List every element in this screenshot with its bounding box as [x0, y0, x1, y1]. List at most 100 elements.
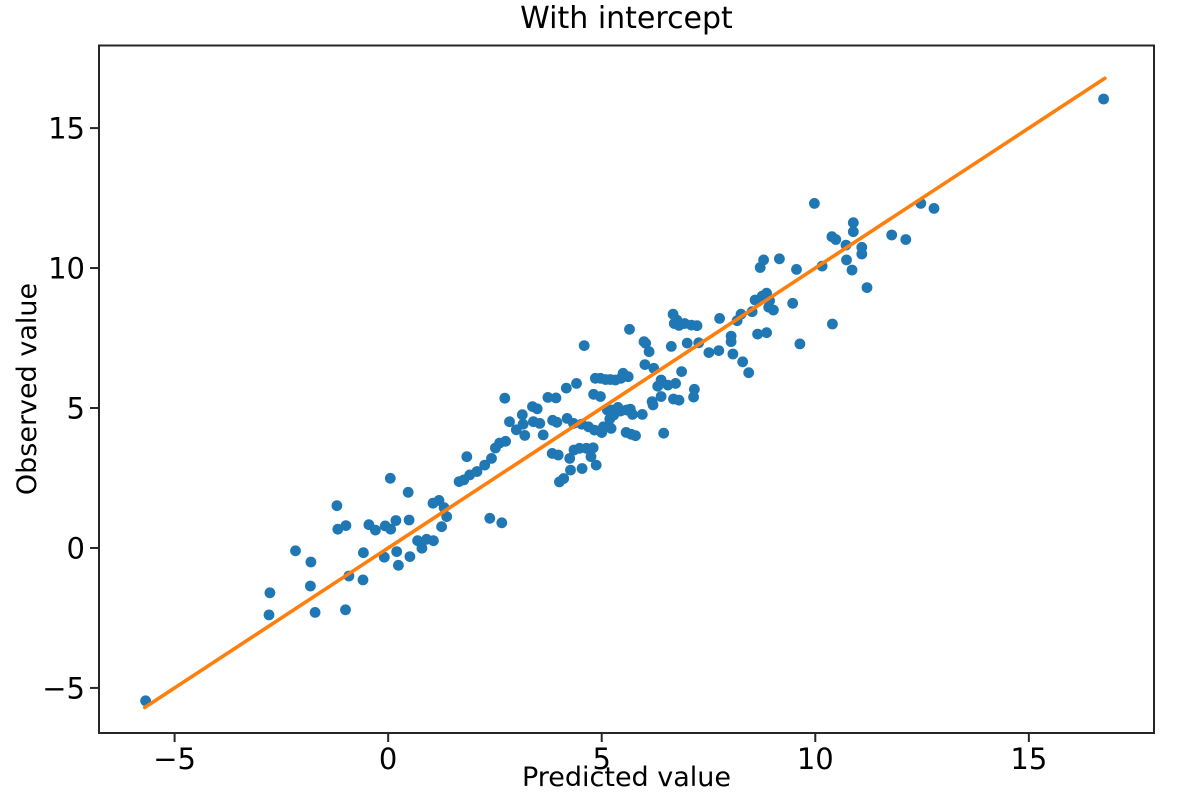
scatter-point: [305, 580, 316, 592]
scatter-point: [643, 346, 655, 358]
x-tick-label: −5: [153, 742, 196, 776]
scatter-point: [305, 556, 317, 568]
scatter-point: [378, 551, 390, 563]
scatter-point: [542, 392, 554, 403]
scatter-point: [332, 523, 344, 535]
scatter-point: [331, 500, 343, 512]
scatter-point: [640, 337, 652, 349]
scatter-point: [658, 427, 670, 439]
scatter-point: [428, 535, 439, 547]
scatter-point: [516, 409, 528, 421]
scatter-point: [461, 451, 473, 463]
scatter-point: [519, 430, 531, 441]
scatter-point: [496, 517, 508, 529]
scatter-point: [847, 217, 859, 229]
scatter-point: [550, 392, 562, 404]
scatter-point: [531, 403, 543, 415]
chart-title: With intercept: [520, 1, 733, 36]
y-tick-label: 5: [67, 392, 85, 426]
x-axis-label: Predicted value: [521, 762, 732, 793]
scatter-point: [587, 442, 599, 454]
scatter-point: [655, 391, 667, 402]
scatter-point: [385, 523, 397, 535]
y-tick-label: −5: [42, 671, 85, 705]
y-tick-label: 10: [48, 252, 85, 286]
scatter-point: [263, 609, 275, 621]
scatter-point: [558, 473, 570, 484]
scatter-point: [673, 394, 685, 406]
scatter-point: [571, 378, 582, 389]
scatter-point: [479, 459, 491, 471]
scatter-point: [714, 313, 725, 324]
scatter-point: [357, 574, 369, 586]
scatter-point: [846, 264, 858, 276]
scatter-point: [595, 391, 606, 402]
scatter-point: [624, 323, 635, 335]
scatter-point: [471, 466, 483, 477]
scatter-point: [727, 348, 739, 360]
scatter-point: [486, 453, 497, 464]
scatter-point: [791, 264, 802, 275]
scatter-point: [676, 366, 687, 377]
y-axis-label: Observed value: [12, 282, 43, 496]
scatter-point: [404, 551, 416, 562]
scatter-point: [647, 399, 659, 411]
scatter-point: [537, 429, 549, 441]
scatter-point: [627, 409, 638, 420]
scatter-point: [670, 378, 681, 389]
scatter-point: [847, 226, 859, 238]
scatter-point: [703, 347, 715, 358]
scatter-point: [560, 382, 572, 394]
scatter-point: [340, 520, 352, 531]
scatter-point: [504, 416, 515, 428]
scatter-point: [691, 320, 703, 332]
scatter-point: [384, 472, 396, 484]
scatter-point: [636, 409, 648, 420]
scatter-point: [552, 449, 564, 461]
scatter-point: [605, 423, 617, 434]
y-tick-label: 15: [48, 112, 85, 146]
scatter-point: [585, 451, 597, 463]
scatter-point: [402, 486, 414, 498]
scatter-point: [861, 282, 873, 293]
scatter-point: [681, 337, 693, 349]
scatter-point: [264, 587, 276, 599]
scatter-point: [551, 416, 563, 428]
scatter-point: [689, 383, 700, 395]
scatter-point: [774, 253, 785, 265]
scatter-point: [841, 254, 852, 266]
scatter-point: [665, 341, 677, 352]
scatter-point: [928, 203, 940, 214]
scatter-point: [393, 559, 404, 571]
scatter-point: [416, 542, 428, 554]
scatter-point: [484, 512, 496, 524]
scatter-point: [340, 604, 351, 616]
scatter-point: [500, 435, 511, 447]
scatter-point: [827, 318, 838, 330]
scatter-point: [590, 459, 602, 471]
scatter-point: [370, 524, 381, 536]
scatter-point: [403, 514, 415, 526]
x-tick-label: 10: [797, 742, 834, 776]
scatter-point: [499, 392, 511, 404]
scatter-point: [358, 547, 369, 559]
scatter-point: [309, 607, 321, 618]
scatter-point: [578, 340, 590, 351]
x-tick-label: 5: [593, 742, 611, 776]
plot-border: [98, 44, 1155, 734]
y-tick-label: 0: [67, 531, 85, 565]
scatter-point: [856, 241, 868, 253]
scatter-point: [713, 345, 725, 356]
scatter-point: [441, 511, 453, 522]
scatter-point: [564, 453, 576, 464]
scatter-point: [761, 327, 772, 339]
scatter-point: [809, 198, 820, 209]
scatter-point: [576, 463, 588, 474]
scatter-point: [768, 304, 779, 316]
scatter-point: [1098, 93, 1109, 105]
scatter-point: [886, 229, 898, 241]
scatter-point: [743, 367, 755, 379]
scatter-point: [688, 391, 699, 403]
scatter-point: [565, 464, 576, 476]
